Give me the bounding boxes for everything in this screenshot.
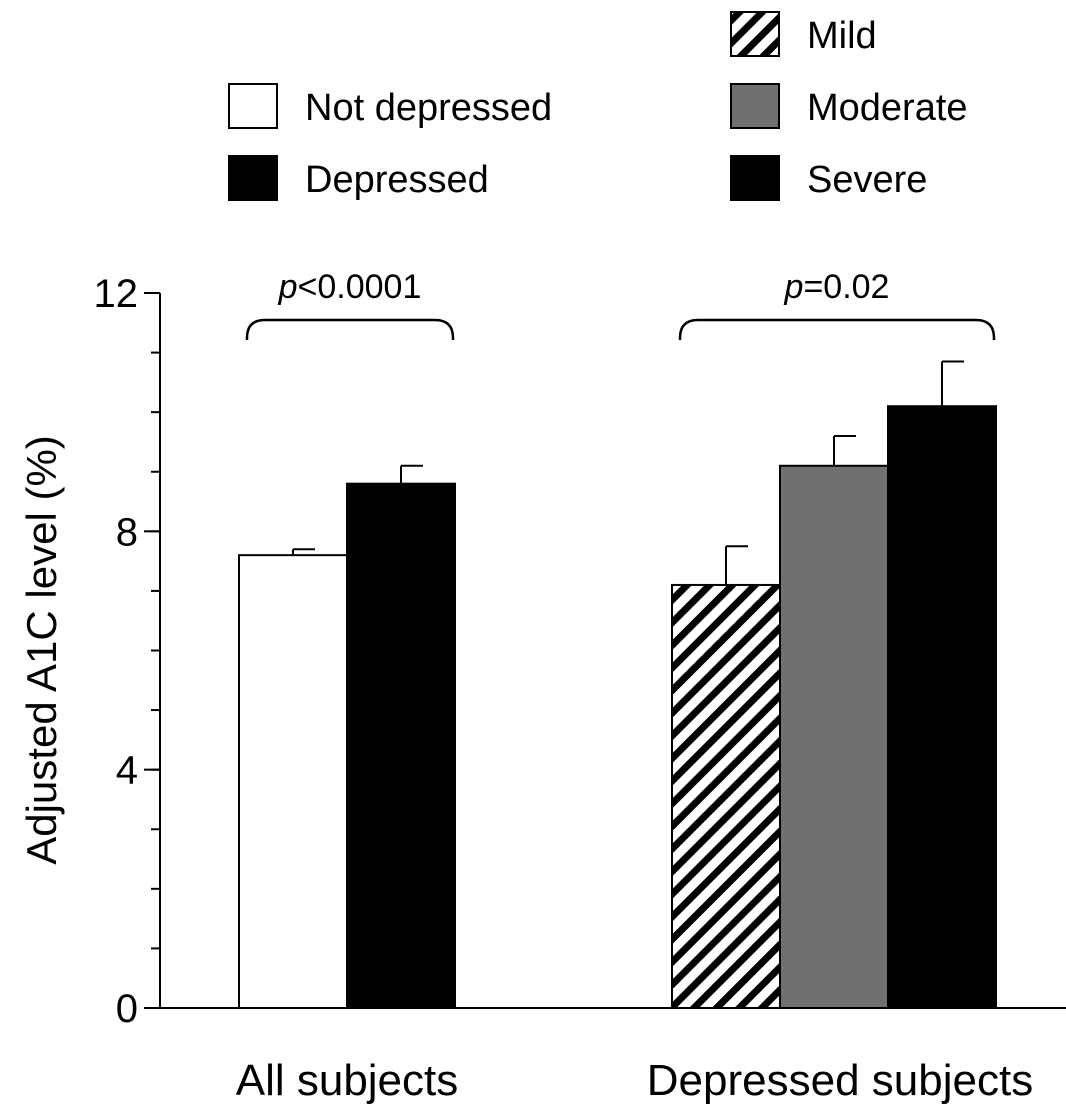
legend-swatch-mild [730,11,780,57]
legend-item-not-depressed: Not depressed [228,83,552,129]
x-group-label-depressed-subjects: Depressed subjects [647,1056,1033,1105]
bar-moderate [779,464,889,1009]
legend-label-depressed: Depressed [305,159,489,201]
p-value-all-subjects: p<0.0001 [278,268,422,306]
y-tick-label: 12 [94,272,139,316]
significance-brace-all-subjects [245,318,455,340]
legend-swatch-not-depressed [228,83,278,129]
legend-item-severe: Severe [730,155,927,201]
legend-item-moderate: Moderate [730,83,968,129]
legend-item-mild: Mild [730,11,877,57]
y-tick-label: 4 [116,749,138,793]
legend-swatch-moderate [730,83,780,129]
legend-label-mild: Mild [807,15,877,57]
y-tick-label: 0 [116,987,138,1031]
legend-label-not-depressed: Not depressed [305,87,552,129]
x-group-label-all-subjects: All subjects [236,1056,459,1105]
bar-mild [671,583,781,1009]
bar-severe [887,405,997,1010]
y-tick-label: 8 [116,510,138,554]
p-value-depressed-subjects: p=0.02 [784,268,890,306]
legend-label-moderate: Moderate [807,87,968,129]
legend-swatch-depressed [228,155,278,201]
legend: Not depressed Depressed Mild Moderate Se… [228,11,968,201]
bar-depressed [346,482,456,1009]
annotations: p<0.0001 p=0.02 [245,268,996,340]
bar-not-depressed [238,554,348,1010]
bars [238,360,997,1010]
legend-item-depressed: Depressed [228,155,489,201]
legend-label-severe: Severe [807,159,927,201]
legend-swatch-severe [730,155,780,201]
significance-brace-depressed-subjects [678,318,996,340]
y-axis-label: Adjusted A1C level (%) [18,435,65,865]
